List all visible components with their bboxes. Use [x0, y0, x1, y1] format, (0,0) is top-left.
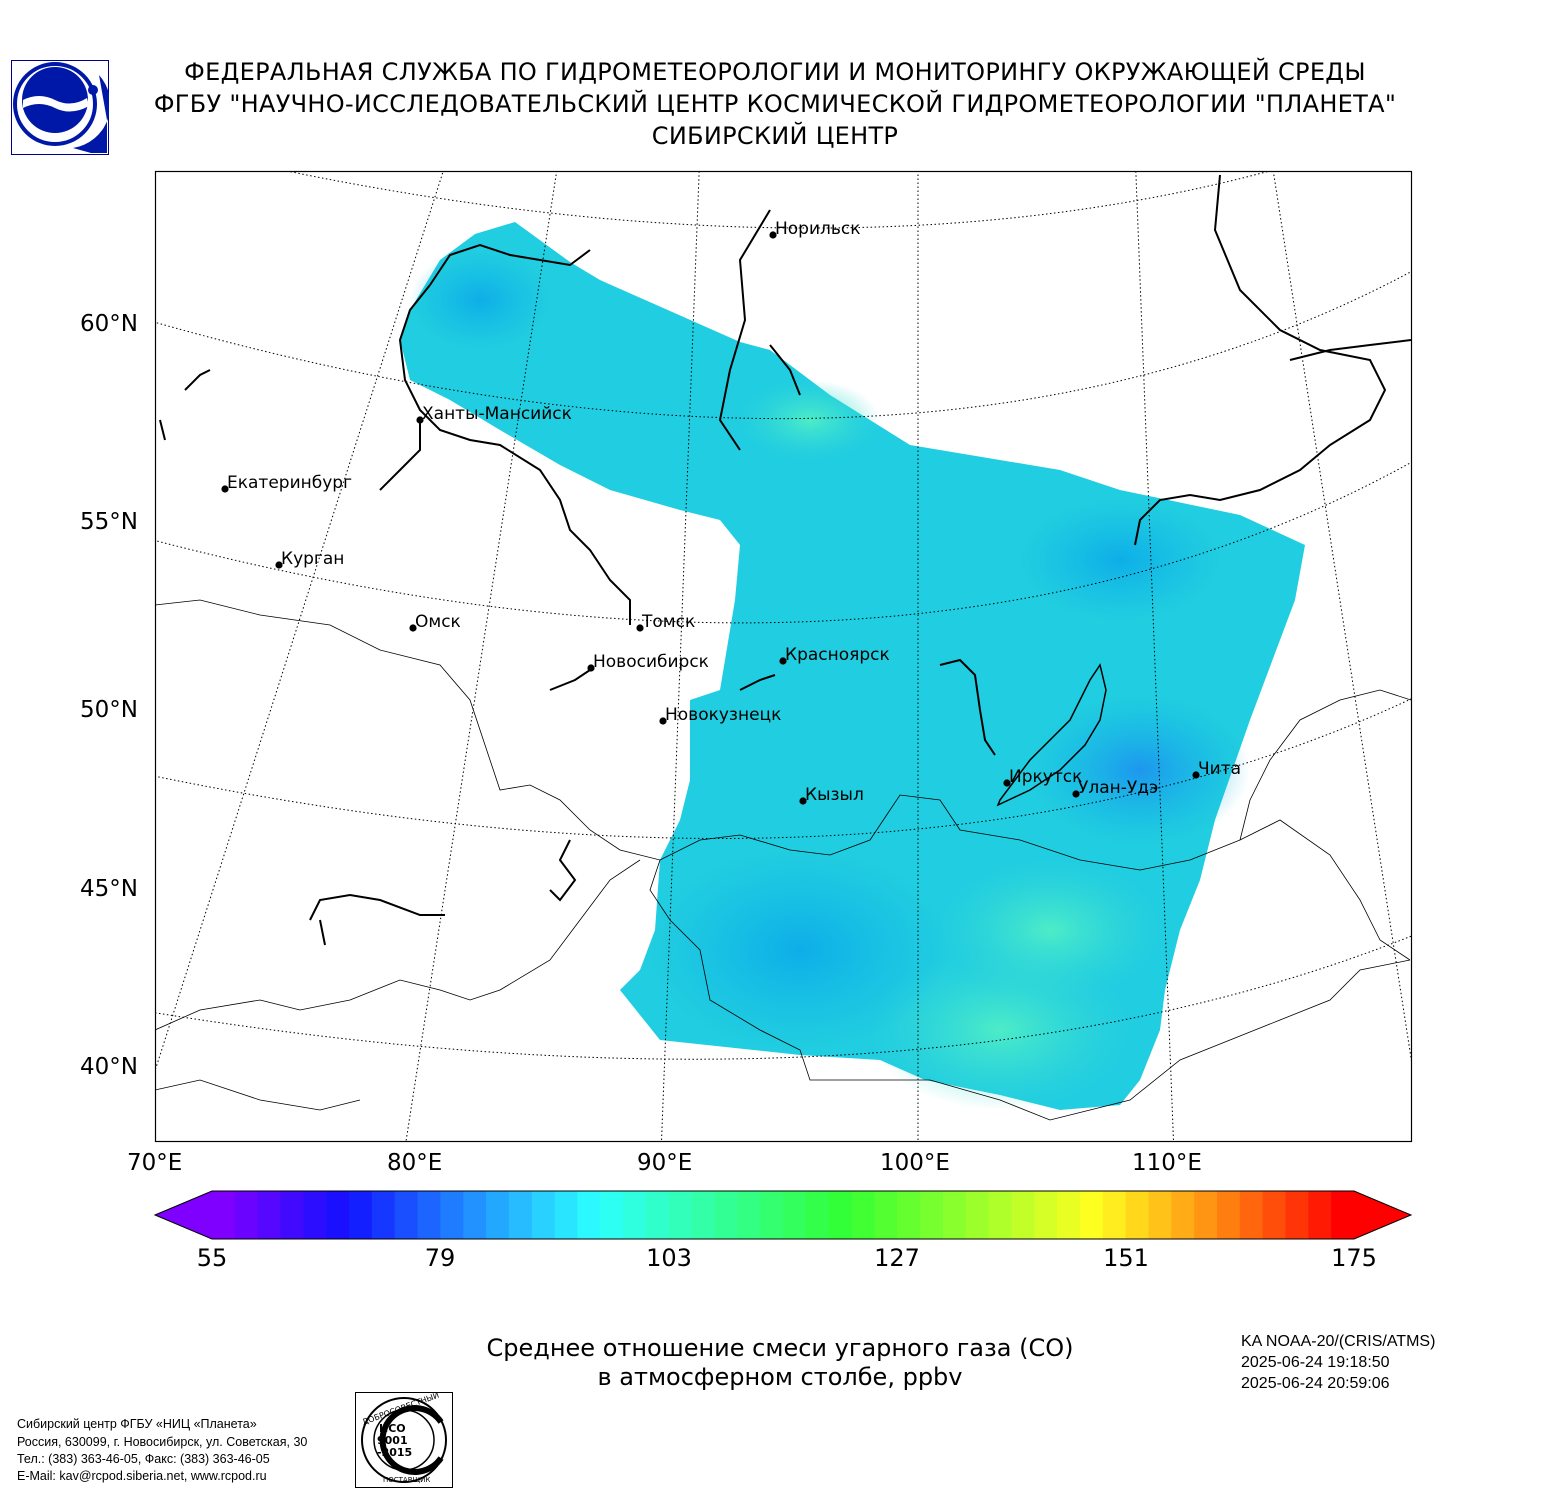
- city-marker: [275, 561, 283, 569]
- lat-label-50: 50°N: [80, 697, 138, 723]
- city-marker: [636, 624, 644, 632]
- colorbar-tick-175: 175: [1331, 1244, 1377, 1272]
- borders: [155, 599, 1411, 1121]
- map-area: [155, 171, 1411, 1141]
- svg-text:ПОСТАВЩИК: ПОСТАВЩИК: [383, 1476, 430, 1484]
- rivers: [159, 174, 1411, 946]
- header-line-3: СИБИРСКИЙ ЦЕНТР: [651, 122, 899, 150]
- city-label: Новокузнецк: [665, 705, 781, 725]
- roshydromet-logo: [11, 60, 109, 155]
- caption-line-1: Среднее отношение смеси угарного газа (C…: [486, 1334, 1074, 1362]
- co-anomalies: [410, 250, 1250, 1110]
- colorbar-tick-79: 79: [424, 1244, 456, 1272]
- city-marker: [409, 624, 417, 632]
- city-label: Екатеринбург: [227, 473, 352, 493]
- colorbar-tick-103: 103: [646, 1244, 692, 1272]
- city-marker: [769, 231, 777, 239]
- lon-label-80: 80°E: [387, 1150, 443, 1176]
- city-layer: Норильск Ханты-Мансийск Екатеринбург Курган…: [221, 219, 1241, 805]
- city-marker: [1003, 779, 1011, 787]
- city-label: Омск: [415, 612, 461, 632]
- city-marker: [587, 664, 595, 672]
- city-marker: [799, 797, 807, 805]
- header-line-1: ФЕДЕРАЛЬНАЯ СЛУЖБА ПО ГИДРОМЕТЕОРОЛОГИИ …: [184, 58, 1366, 86]
- lat-label-55: 55°N: [80, 509, 138, 535]
- lat-label-40: 40°N: [80, 1054, 138, 1080]
- header-line-2: ФГБУ "НАУЧНО-ИССЛЕДОВАТЕЛЬСКИЙ ЦЕНТР КОС…: [153, 90, 1397, 118]
- city-label: Чита: [1198, 759, 1241, 779]
- footer-line-2: Россия, 630099, г. Новосибирск, ул. Сове…: [17, 1435, 308, 1449]
- map-frame: [154, 170, 1413, 1143]
- city-label: Красноярск: [785, 645, 890, 665]
- satellite-end-time: 2025-06-24 20:59:06: [1241, 1375, 1390, 1392]
- iso-stamp: ДОБРОСОВЕСТНЫЙ ИСО 9001 -2015 ПОСТАВЩИК: [355, 1392, 453, 1488]
- colorbar-tick-127: 127: [874, 1244, 920, 1272]
- footer-line-4: E-Mail: kav@rcpod.siberia.net, www.rcpod…: [17, 1469, 267, 1483]
- footer-line-1: Сибирский центр ФГБУ «НИЦ «Планета»: [17, 1417, 257, 1431]
- city-label: Ханты-Мансийск: [422, 404, 572, 424]
- city-label: Кызыл: [805, 785, 864, 805]
- lon-label-90: 90°E: [637, 1150, 693, 1176]
- lat-label-45: 45°N: [80, 876, 138, 902]
- caption-line-2: в атмосферном столбе, ppbv: [597, 1363, 963, 1391]
- satellite-name: KA NOAA-20/(CRIS/ATMS): [1241, 1333, 1436, 1350]
- satellite-start-time: 2025-06-24 19:18:50: [1241, 1354, 1390, 1371]
- city-marker: [416, 416, 424, 424]
- city-label: Норильск: [775, 219, 861, 239]
- city-label: Улан-Удэ: [1078, 778, 1158, 798]
- graticule: [155, 171, 1411, 1141]
- lon-label-110: 110°E: [1132, 1150, 1202, 1176]
- lake-baikal: [996, 663, 1107, 807]
- city-marker: [1192, 771, 1200, 779]
- svg-text:-2015: -2015: [377, 1446, 412, 1459]
- city-label: Новосибирск: [593, 652, 709, 672]
- city-marker: [659, 717, 667, 725]
- city-label: Иркутск: [1009, 767, 1082, 787]
- colorbar-tick-55: 55: [196, 1244, 228, 1272]
- city-label: Курган: [281, 549, 344, 569]
- lat-label-60: 60°N: [80, 311, 138, 337]
- svg-text:ИСО: ИСО: [379, 1422, 406, 1435]
- lon-label-100: 100°E: [880, 1150, 950, 1176]
- city-marker: [779, 657, 787, 665]
- lon-label-70: 70°E: [127, 1150, 183, 1176]
- city-marker: [1072, 790, 1080, 798]
- svg-text:9001: 9001: [377, 1434, 408, 1447]
- city-marker: [221, 485, 229, 493]
- city-label: Томск: [641, 612, 695, 632]
- footer-line-3: Тел.: (383) 363-46-05, Факс: (383) 363-4…: [17, 1452, 270, 1466]
- colorbar-tick-151: 151: [1103, 1244, 1149, 1272]
